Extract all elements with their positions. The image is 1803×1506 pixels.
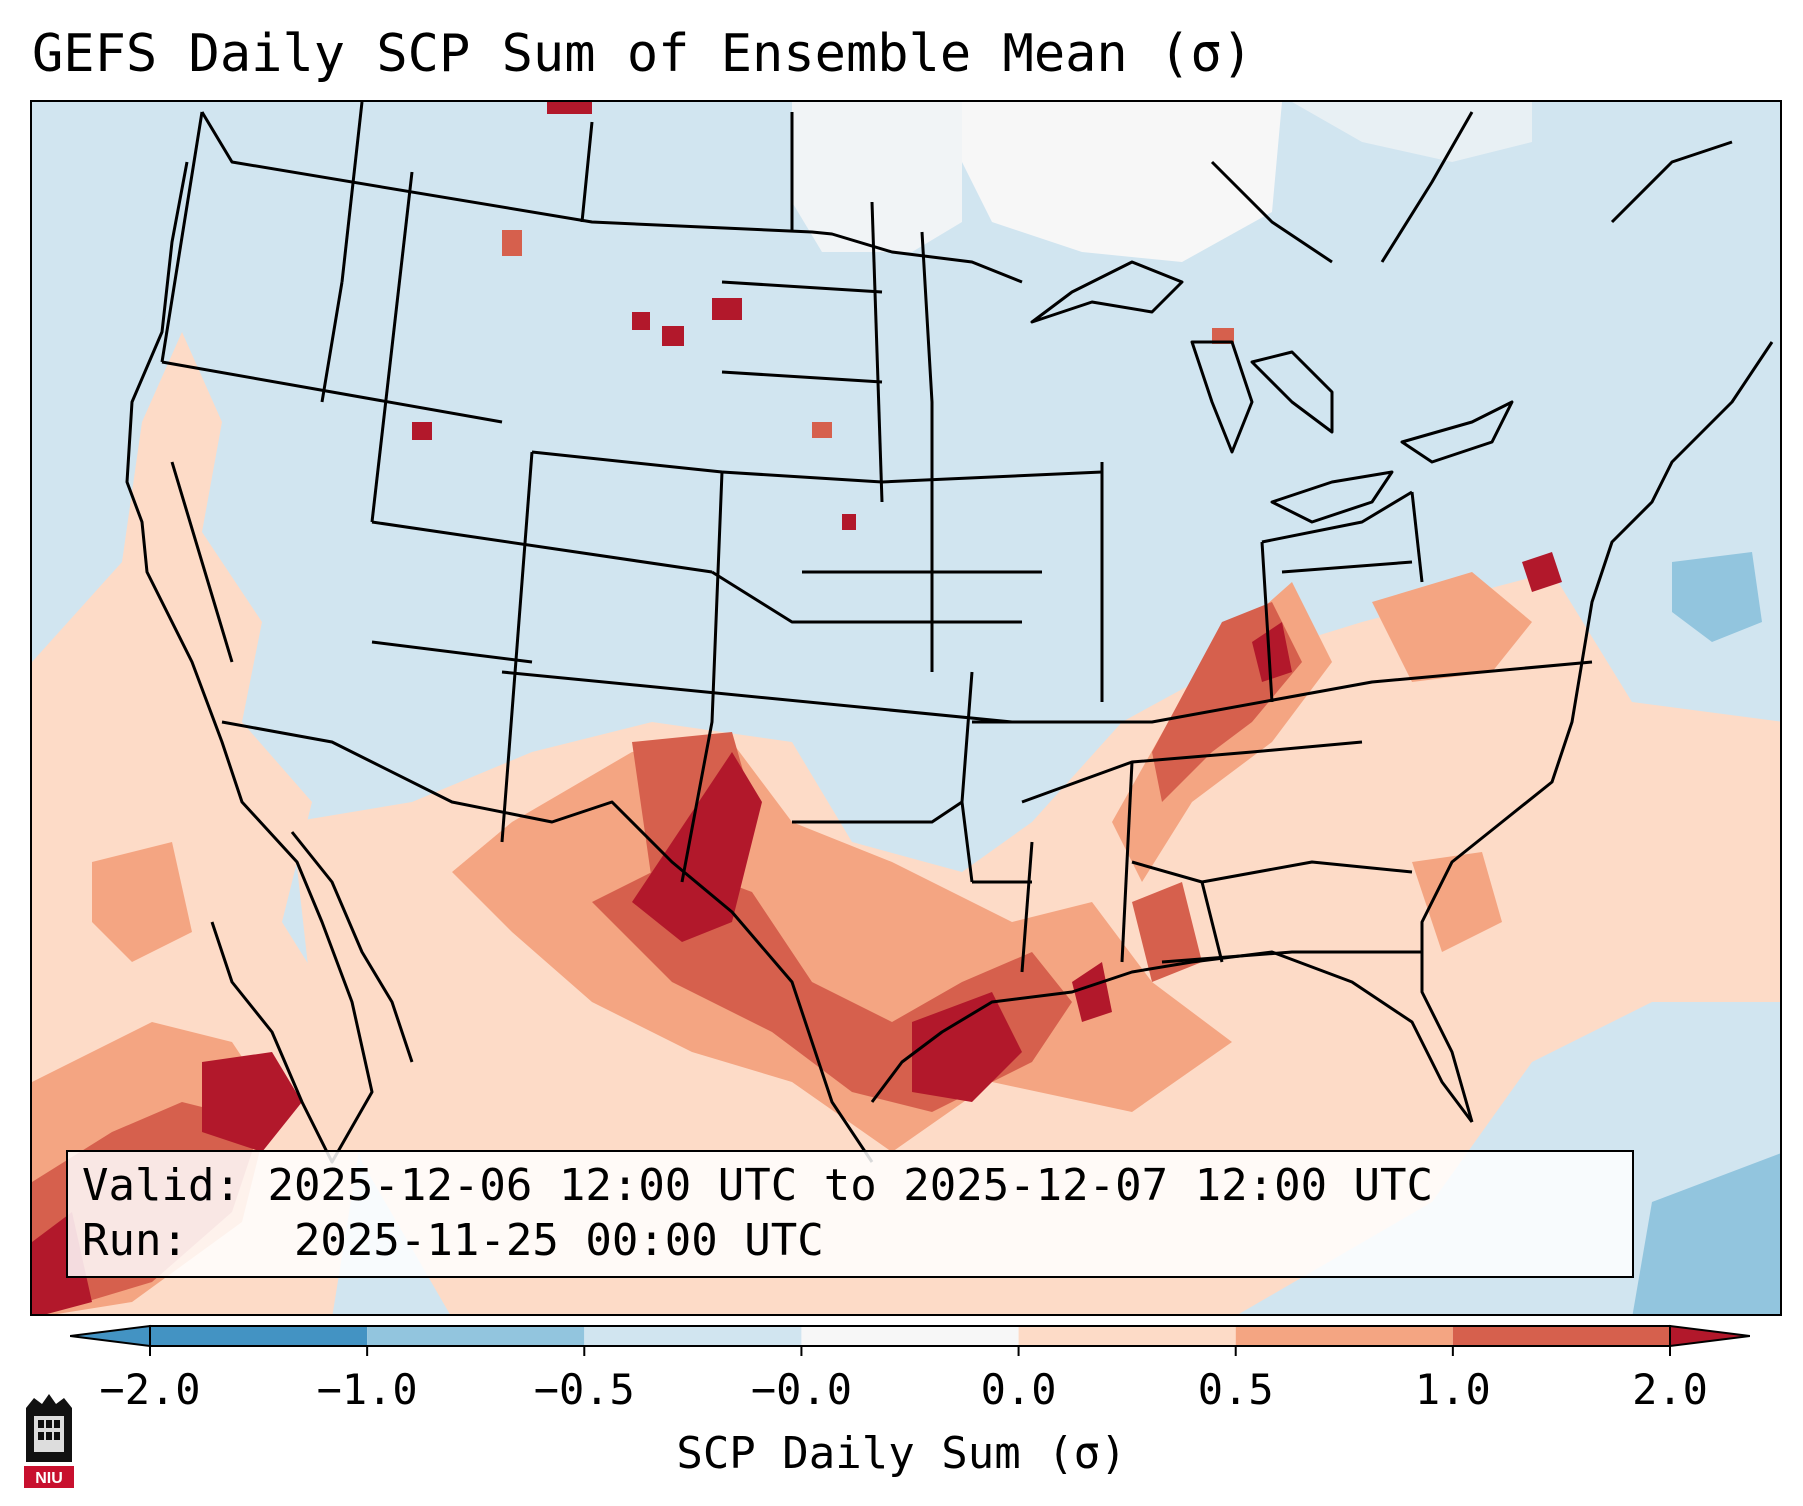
map-canvas: [32, 102, 1780, 1314]
colorbar: [70, 1324, 1750, 1356]
colorbar-extend-low: [70, 1324, 151, 1348]
valid-label: Valid:: [82, 1160, 241, 1211]
run-label: Run:: [82, 1215, 188, 1266]
colorbar-segment: [1018, 1326, 1236, 1346]
valid-value: 2025-12-06 12:00 UTC to 2025-12-07 12:00…: [267, 1160, 1434, 1211]
logo-text: NIU: [35, 1470, 63, 1487]
colorbar-outline: [149, 1325, 1671, 1347]
colorbar-segment: [1452, 1326, 1670, 1346]
colorbar-tick-label: 0.5: [1197, 1365, 1274, 1414]
colorbar-segment: [367, 1326, 585, 1346]
colorbar-segment: [584, 1326, 802, 1346]
map-panel[interactable]: [30, 100, 1782, 1316]
colorbar-tick-label: 2.0: [1632, 1365, 1708, 1414]
colorbar-tick-label: 1.0: [1414, 1365, 1491, 1414]
colorbar-tick-label: 0.0: [980, 1365, 1057, 1414]
run-value: 2025-11-25 00:00 UTC: [293, 1215, 824, 1266]
colorbar-label: SCP Daily Sum (σ): [676, 1428, 1127, 1479]
colorbar-segment: [801, 1326, 1019, 1346]
colorbar-tick-label: −1.0: [316, 1365, 418, 1414]
colorbar-tick-label: −2.0: [99, 1365, 201, 1414]
niu-logo-icon: NIU: [24, 1394, 74, 1488]
colorbar-tick-label: −0.5: [533, 1365, 635, 1414]
colorbar-tick-label: −0.0: [750, 1365, 852, 1414]
colorbar-extend-high: [1669, 1324, 1750, 1348]
political-borders: [125, 102, 1774, 1164]
scp-field-layer: [32, 102, 1780, 1314]
colorbar-segment: [150, 1326, 368, 1346]
map-title: GEFS Daily SCP Sum of Ensemble Mean (σ): [32, 24, 1253, 84]
colorbar-segment: [1235, 1326, 1453, 1346]
run-info-box: Valid: 2025-12-06 12:00 UTC to 2025-12-0…: [66, 1150, 1634, 1278]
